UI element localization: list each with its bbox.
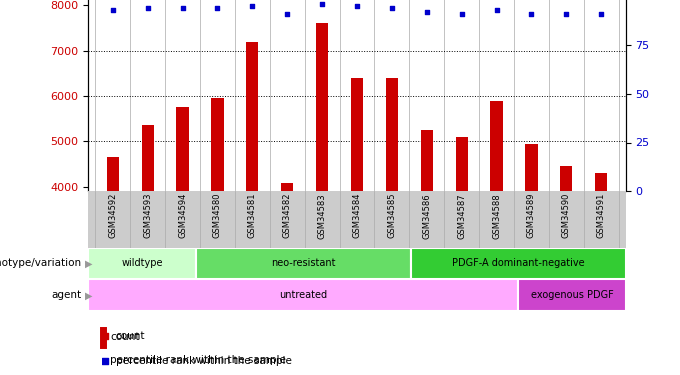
Text: GSM34593: GSM34593 bbox=[143, 193, 152, 238]
Point bbox=[386, 5, 397, 11]
Point bbox=[352, 3, 362, 9]
Text: wildtype: wildtype bbox=[121, 258, 163, 268]
Text: GSM34583: GSM34583 bbox=[318, 193, 326, 238]
Text: GSM34588: GSM34588 bbox=[492, 193, 501, 238]
Bar bbox=[351, 78, 363, 191]
Bar bbox=[560, 166, 573, 191]
Text: GSM34594: GSM34594 bbox=[178, 193, 187, 238]
Point bbox=[100, 358, 111, 364]
Point bbox=[422, 9, 432, 15]
Text: GSM34587: GSM34587 bbox=[457, 193, 466, 238]
Point bbox=[282, 11, 292, 17]
Bar bbox=[518, 279, 626, 311]
Point bbox=[177, 5, 188, 11]
Text: GSM34592: GSM34592 bbox=[108, 193, 118, 238]
Text: agent: agent bbox=[52, 290, 82, 300]
Point bbox=[100, 333, 111, 339]
Text: count: count bbox=[116, 331, 145, 341]
Text: GSM34580: GSM34580 bbox=[213, 193, 222, 238]
Bar bbox=[281, 183, 293, 191]
Bar bbox=[196, 248, 411, 279]
Text: GSM34590: GSM34590 bbox=[562, 193, 571, 238]
Bar bbox=[386, 78, 398, 191]
Text: neo-resistant: neo-resistant bbox=[271, 258, 335, 268]
Bar bbox=[421, 130, 433, 191]
Point bbox=[491, 7, 502, 13]
Bar bbox=[526, 144, 537, 191]
Text: GSM34584: GSM34584 bbox=[352, 193, 362, 238]
Text: GSM34591: GSM34591 bbox=[596, 193, 606, 238]
Bar bbox=[88, 279, 518, 311]
Text: percentile rank within the sample: percentile rank within the sample bbox=[110, 355, 286, 365]
Point bbox=[596, 11, 607, 17]
Text: PDGF-A dominant-negative: PDGF-A dominant-negative bbox=[452, 258, 585, 268]
Text: untreated: untreated bbox=[279, 290, 327, 300]
Text: percentile rank within the sample: percentile rank within the sample bbox=[116, 356, 292, 366]
Text: genotype/variation: genotype/variation bbox=[0, 258, 82, 268]
Point bbox=[107, 7, 118, 13]
Bar bbox=[595, 173, 607, 191]
Bar bbox=[490, 100, 503, 191]
Point bbox=[561, 11, 572, 17]
Bar bbox=[107, 157, 119, 191]
Text: GSM34586: GSM34586 bbox=[422, 193, 431, 238]
Point bbox=[456, 11, 467, 17]
Point bbox=[247, 3, 258, 9]
Bar bbox=[141, 126, 154, 191]
Point bbox=[526, 11, 537, 17]
Text: GSM34589: GSM34589 bbox=[527, 193, 536, 238]
Text: ▶: ▶ bbox=[85, 290, 92, 300]
Bar bbox=[246, 42, 258, 191]
Text: count: count bbox=[110, 333, 139, 342]
Text: GSM34585: GSM34585 bbox=[388, 193, 396, 238]
Text: GSM34581: GSM34581 bbox=[248, 193, 257, 238]
Bar bbox=[456, 137, 468, 191]
Point bbox=[317, 1, 328, 7]
Bar bbox=[211, 98, 224, 191]
Text: ▶: ▶ bbox=[85, 258, 92, 268]
Text: GSM34582: GSM34582 bbox=[283, 193, 292, 238]
Bar bbox=[88, 248, 196, 279]
Text: exogenous PDGF: exogenous PDGF bbox=[530, 290, 613, 300]
Point bbox=[142, 5, 153, 11]
Bar bbox=[316, 24, 328, 191]
Bar bbox=[177, 107, 188, 191]
Point bbox=[212, 5, 223, 11]
Bar bbox=[411, 248, 626, 279]
